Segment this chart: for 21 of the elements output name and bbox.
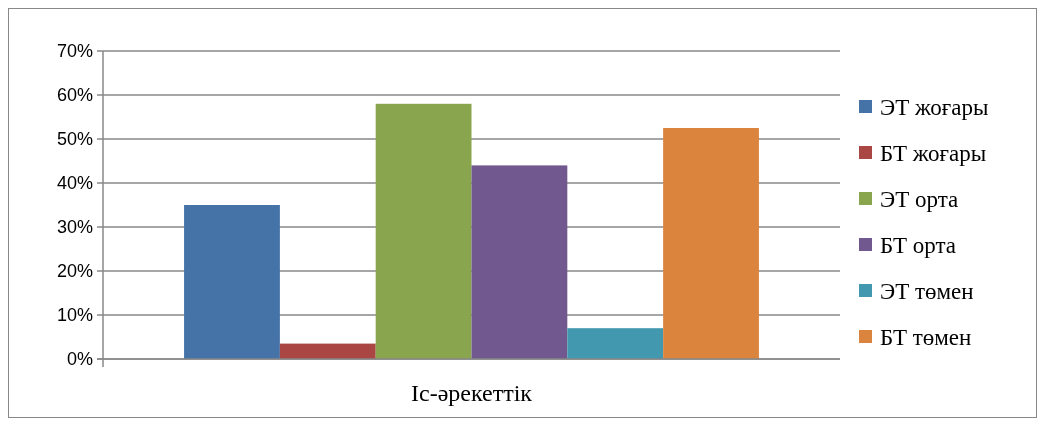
legend-label: ЭТ төмен xyxy=(880,279,974,305)
bar xyxy=(471,165,568,359)
legend-label: ЭТ жоғары xyxy=(880,95,989,121)
y-tick-label: 30% xyxy=(56,217,93,238)
bar xyxy=(375,103,472,359)
y-tick-label: 50% xyxy=(56,129,93,150)
x-tick-label: Іс-әрекеттік xyxy=(411,380,533,406)
y-tick-label: 10% xyxy=(56,305,93,326)
y-tick-label: 70% xyxy=(56,41,93,62)
legend-label: БТ төмен xyxy=(880,325,972,351)
legend-label: БТ орта xyxy=(880,233,956,259)
y-tick-label: 60% xyxy=(56,85,93,106)
y-tick-label: 20% xyxy=(56,261,93,282)
bar xyxy=(184,205,280,359)
y-tick-label: 40% xyxy=(56,173,93,194)
y-tick-label: 0% xyxy=(66,349,93,370)
bar xyxy=(663,128,759,359)
bar xyxy=(567,328,664,359)
bar xyxy=(279,343,376,359)
legend-label: БТ жоғары xyxy=(880,141,987,167)
legend-label: ЭТ орта xyxy=(880,187,959,213)
